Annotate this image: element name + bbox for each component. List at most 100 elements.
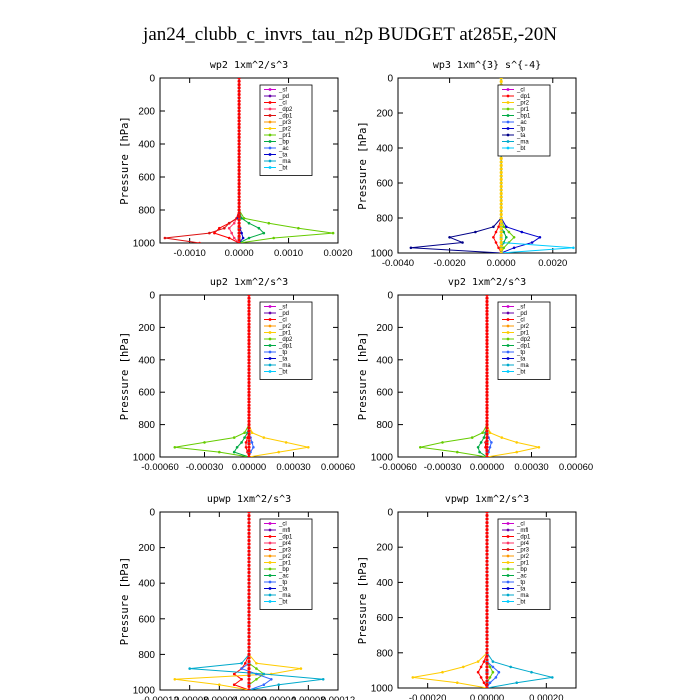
zero-profile-point bbox=[485, 371, 489, 375]
zero-profile-point bbox=[247, 329, 251, 333]
zero-profile-point bbox=[247, 423, 251, 427]
y-tick-label: 400 bbox=[376, 578, 393, 589]
zero-profile-point bbox=[237, 99, 241, 103]
y-tick-label: 200 bbox=[138, 107, 155, 118]
legend-label: _ac bbox=[516, 120, 527, 126]
legend-marker bbox=[268, 88, 272, 91]
legend-label: _pr2 bbox=[516, 101, 530, 107]
zero-profile-point bbox=[247, 595, 251, 600]
x-tick-label: -0.00020 bbox=[409, 693, 447, 700]
zero-profile-point bbox=[247, 652, 251, 657]
y-axis-label: Pressure [hPa] bbox=[119, 557, 131, 646]
zero-profile-point bbox=[485, 513, 489, 518]
x-tick-label: 0.00060 bbox=[559, 462, 593, 473]
legend-label: _tp bbox=[278, 580, 288, 586]
zero-profile-point bbox=[247, 542, 251, 546]
legend-label: _bt bbox=[278, 370, 288, 376]
legend-label: _pr2 bbox=[278, 324, 292, 330]
zero-profile-point bbox=[247, 325, 251, 329]
zero-profile-point bbox=[499, 177, 503, 182]
zero-profile-point bbox=[247, 624, 251, 628]
series-point bbox=[208, 231, 211, 235]
zero-profile-point bbox=[485, 296, 489, 300]
zero-profile-point bbox=[485, 445, 489, 449]
zero-profile-point bbox=[485, 605, 489, 609]
zero-profile-point bbox=[485, 416, 489, 420]
legend-label: _pd bbox=[278, 311, 289, 317]
legend: _sf_pd_cl_dp2_dp1_pr3_pr2_pr1_bp_ac_ta_m… bbox=[259, 84, 313, 176]
series-point bbox=[243, 436, 246, 439]
y-tick-label: 200 bbox=[376, 543, 393, 554]
zero-profile-point bbox=[485, 675, 489, 680]
zero-profile-point bbox=[499, 223, 503, 227]
zero-profile-point bbox=[485, 521, 489, 525]
series-point bbox=[218, 226, 221, 230]
x-tick-label: 0.00004 bbox=[261, 695, 295, 700]
series-point bbox=[244, 662, 247, 665]
zero-profile-point bbox=[485, 452, 489, 456]
x-tick-label: -0.0020 bbox=[433, 258, 465, 269]
legend: _cl_mfl_dp1_pr4_pr3_pr2_pr1_bp_ac_tp_ta_… bbox=[259, 518, 313, 610]
zero-profile-point bbox=[485, 570, 489, 574]
series-point bbox=[479, 441, 483, 444]
series-point bbox=[250, 441, 254, 444]
zero-profile-point bbox=[247, 295, 251, 297]
legend-label: _ma bbox=[278, 159, 291, 165]
series-point bbox=[512, 246, 516, 250]
legend-label: _bt bbox=[278, 166, 288, 172]
series-point bbox=[241, 236, 245, 240]
legend-label: _dp2 bbox=[278, 107, 293, 113]
legend-label: _bp bbox=[278, 567, 290, 573]
panel-title: upwp 1xm^2/s^3 bbox=[207, 494, 291, 505]
zero-profile-point bbox=[485, 654, 489, 658]
series-point bbox=[277, 683, 281, 686]
zero-profile-point bbox=[237, 241, 241, 243]
zero-profile-point bbox=[485, 661, 489, 666]
series-group bbox=[411, 512, 554, 688]
series-line-pr1 bbox=[412, 512, 488, 688]
zero-profile-point bbox=[237, 96, 241, 100]
legend-marker bbox=[506, 140, 510, 143]
series-point bbox=[240, 441, 243, 444]
series-point bbox=[538, 236, 542, 239]
legend-label: _ma bbox=[278, 593, 291, 599]
legend-marker bbox=[268, 574, 272, 577]
zero-profile-point bbox=[247, 674, 251, 678]
y-tick-label: 1000 bbox=[133, 686, 156, 697]
series-point bbox=[502, 225, 506, 229]
y-tick-label: 1000 bbox=[371, 249, 394, 260]
zero-profile-point bbox=[485, 535, 489, 539]
zero-profile-point bbox=[237, 215, 241, 219]
legend-marker bbox=[268, 357, 272, 360]
legend-marker bbox=[506, 107, 510, 111]
x-tick-label: -0.00004 bbox=[201, 695, 239, 700]
series-point bbox=[299, 667, 303, 670]
zero-profile-point bbox=[237, 132, 241, 136]
legend-marker bbox=[506, 600, 510, 603]
series-point bbox=[244, 446, 248, 449]
zero-profile-point bbox=[485, 295, 489, 297]
zero-profile-point bbox=[485, 429, 489, 433]
series-point bbox=[255, 662, 258, 665]
zero-profile-point bbox=[237, 234, 241, 238]
zero-profile-point bbox=[485, 374, 489, 378]
zero-profile-point bbox=[485, 442, 489, 446]
series-point bbox=[247, 221, 251, 225]
zero-profile-point bbox=[485, 436, 489, 440]
zero-profile-point bbox=[485, 573, 489, 578]
legend-marker bbox=[506, 94, 510, 98]
zero-profile-point bbox=[485, 630, 489, 634]
series-point bbox=[240, 662, 243, 665]
zero-profile-point bbox=[499, 226, 503, 231]
legend-marker bbox=[268, 120, 272, 124]
legend: _sf_pd_cl_pr2_pr1_dp2_dp1_tp_ta_ma_bt bbox=[497, 301, 551, 380]
zero-profile-point bbox=[247, 677, 251, 681]
legend-marker bbox=[506, 567, 510, 571]
y-tick-label: 200 bbox=[138, 543, 155, 554]
series-point bbox=[497, 225, 500, 229]
y-tick-label: 1000 bbox=[371, 684, 394, 695]
series-point bbox=[419, 446, 422, 449]
legend-label: _sf bbox=[278, 88, 287, 94]
y-axis-label: Pressure [hPa] bbox=[357, 556, 369, 645]
zero-profile-point bbox=[247, 528, 251, 532]
